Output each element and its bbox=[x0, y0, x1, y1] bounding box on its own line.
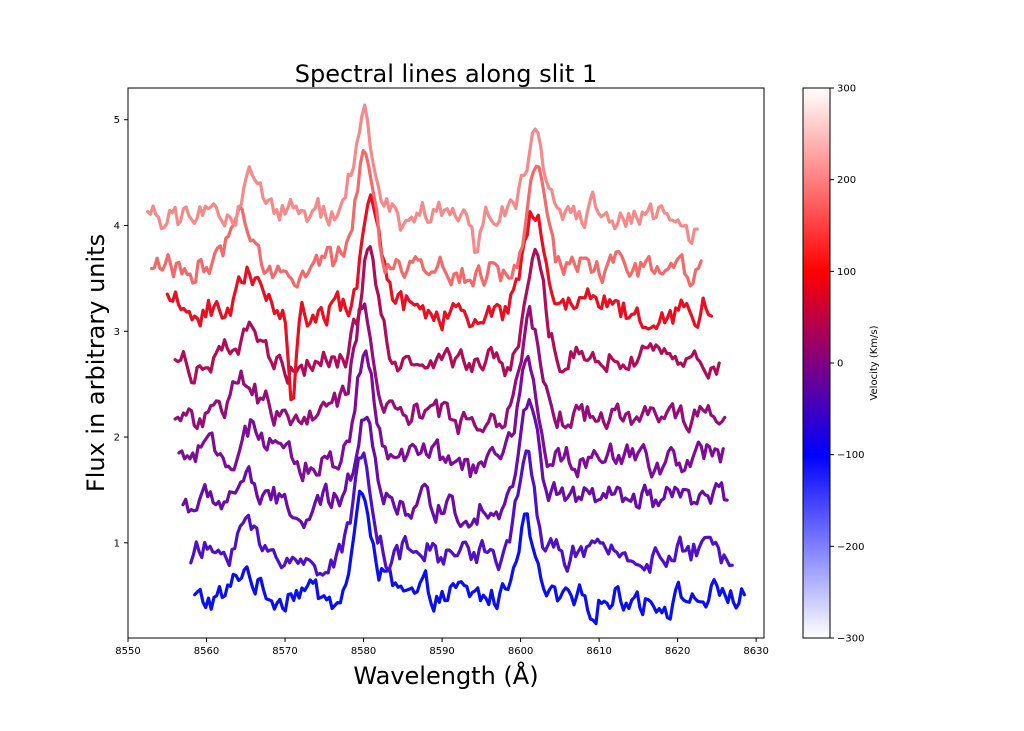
x-tick-label: 8590 bbox=[429, 646, 454, 657]
colorbar-axis: −300 −200 −100 0 100 200 300 bbox=[830, 84, 864, 645]
spectrum-line bbox=[150, 149, 703, 289]
colorbar-tick-label: 100 bbox=[837, 267, 856, 278]
x-tick-label: 8570 bbox=[272, 646, 297, 657]
colorbar-tick-label: −100 bbox=[837, 450, 864, 461]
x-tick-label: 8610 bbox=[586, 646, 611, 657]
spectrum-line bbox=[193, 489, 747, 626]
series-layer bbox=[146, 103, 747, 626]
spectrum-line bbox=[146, 103, 699, 255]
colorbar-label: Velocity (Km/s) bbox=[869, 325, 880, 400]
plot-frame bbox=[127, 87, 765, 639]
x-tick-label: 8560 bbox=[194, 646, 219, 657]
x-tick-label: 8630 bbox=[743, 646, 768, 657]
y-tick-label: 5 bbox=[114, 115, 120, 126]
colorbar-tick-label: 0 bbox=[837, 359, 843, 370]
x-axis: 8550 8560 8570 8580 8590 8600 8610 8620 8630 bbox=[115, 638, 769, 657]
spectrum-line bbox=[189, 449, 734, 577]
chart-title: Spectral lines along slit 1 bbox=[295, 60, 597, 88]
x-axis-label: Wavelength (Å) bbox=[353, 661, 538, 690]
y-tick-label: 2 bbox=[114, 433, 120, 444]
y-axis-label: Flux in arbitrary units bbox=[82, 234, 110, 492]
y-tick-label: 3 bbox=[114, 327, 120, 338]
spectrum-line bbox=[173, 302, 727, 436]
spectrum-line bbox=[165, 193, 714, 402]
spectrum-line bbox=[181, 398, 729, 530]
x-tick-label: 8580 bbox=[351, 646, 376, 657]
x-tick-label: 8620 bbox=[665, 646, 690, 657]
colorbar-tick-label: 200 bbox=[837, 175, 856, 186]
y-tick-label: 4 bbox=[114, 221, 120, 232]
y-axis: 1 2 3 4 5 bbox=[114, 115, 128, 549]
colorbar-tick-label: −200 bbox=[837, 542, 864, 553]
x-tick-label: 8550 bbox=[115, 646, 140, 657]
x-tick-label: 8600 bbox=[508, 646, 533, 657]
spectrum-line bbox=[177, 349, 725, 483]
spectrum-line bbox=[173, 245, 721, 385]
colorbar-tick-label: 300 bbox=[837, 84, 856, 95]
colorbar bbox=[802, 87, 831, 639]
y-tick-label: 1 bbox=[114, 538, 120, 549]
colorbar-tick-label: −300 bbox=[837, 634, 864, 645]
